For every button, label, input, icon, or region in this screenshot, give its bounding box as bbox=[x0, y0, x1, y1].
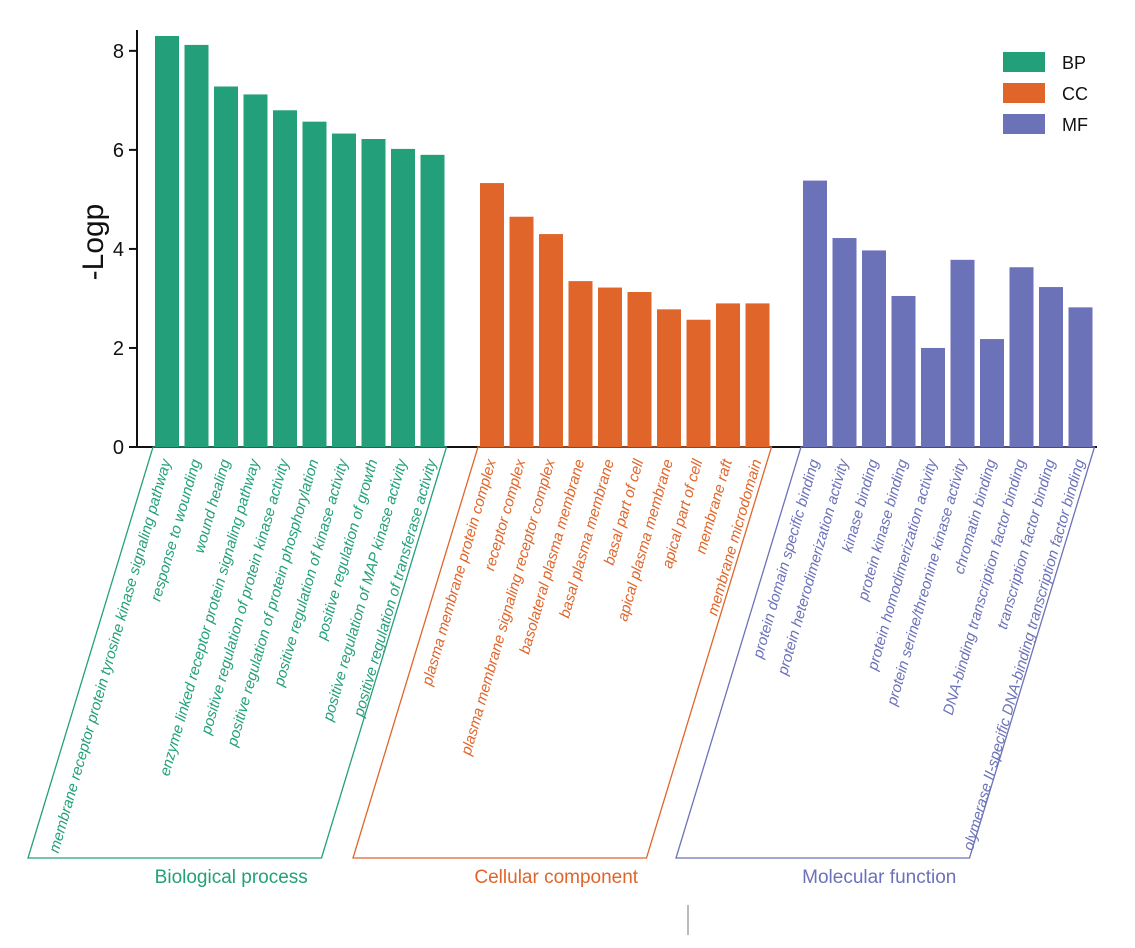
bar-cc-3 bbox=[539, 234, 563, 447]
y-tick-label: 4 bbox=[113, 239, 124, 261]
legend-swatch-bp bbox=[1003, 52, 1045, 72]
bar-cc-9 bbox=[716, 303, 740, 447]
bar-bp-6 bbox=[302, 121, 327, 448]
bar-cc-1 bbox=[480, 183, 504, 448]
bars bbox=[155, 36, 1093, 448]
bar-mf-6 bbox=[950, 259, 975, 447]
y-tick-label: 6 bbox=[113, 140, 124, 162]
group-bracket-mf bbox=[675, 446, 1096, 859]
bar-cc-6 bbox=[627, 292, 652, 447]
bar-bp-10 bbox=[420, 154, 445, 447]
bar-bp-5 bbox=[273, 110, 297, 448]
y-axis-label: -Logp bbox=[77, 204, 110, 281]
bar-cc-8 bbox=[686, 319, 711, 447]
bar-mf-1 bbox=[803, 180, 827, 447]
bar-mf-2 bbox=[832, 238, 857, 447]
bar-cc-7 bbox=[657, 309, 681, 447]
bar-cc-2 bbox=[509, 216, 534, 447]
group-bracket-bp bbox=[27, 446, 448, 859]
bar-bp-4 bbox=[243, 94, 268, 447]
bar-mf-3 bbox=[862, 250, 886, 447]
bar-bp-1 bbox=[155, 36, 179, 447]
y-tick-label: 0 bbox=[113, 437, 124, 459]
group-label-bp: Biological process bbox=[155, 867, 308, 888]
bar-cc-4 bbox=[568, 281, 593, 447]
legend-label-mf: MF bbox=[1062, 115, 1088, 135]
legend-label-bp: BP bbox=[1062, 53, 1086, 73]
group-label-mf: Molecular function bbox=[802, 867, 956, 888]
bar-bp-7 bbox=[332, 133, 356, 447]
bar-mf-7 bbox=[980, 339, 1004, 447]
legend-label-cc: CC bbox=[1062, 84, 1088, 104]
bar-mf-4 bbox=[891, 295, 916, 447]
group-bracket-cc bbox=[352, 446, 773, 859]
bar-bp-8 bbox=[361, 138, 386, 447]
bar-bp-9 bbox=[391, 148, 415, 448]
group-brackets: Biological process Cellular component Mole… bbox=[27, 446, 1096, 888]
legend-swatch-cc bbox=[1003, 83, 1045, 103]
bar-bp-2 bbox=[184, 44, 209, 447]
bar-cc-10 bbox=[745, 303, 770, 447]
bar-mf-10 bbox=[1068, 307, 1093, 447]
y-tick-label: 8 bbox=[113, 41, 124, 63]
bar-bp-3 bbox=[214, 86, 238, 448]
bar-cc-5 bbox=[598, 287, 622, 447]
category-label-bp-1: membrane receptor protein tyrosine kinas… bbox=[46, 456, 175, 855]
legend-swatch-mf bbox=[1003, 114, 1045, 134]
bar-mf-9 bbox=[1039, 287, 1063, 447]
bar-mf-5 bbox=[921, 347, 945, 447]
bar-mf-8 bbox=[1009, 267, 1034, 447]
category-labels: membrane receptor protein tyrosine kinas… bbox=[46, 456, 1089, 855]
legend: BP CC MF bbox=[1003, 52, 1088, 135]
group-label-cc: Cellular component bbox=[474, 867, 638, 888]
y-tick-label: 2 bbox=[113, 338, 124, 360]
